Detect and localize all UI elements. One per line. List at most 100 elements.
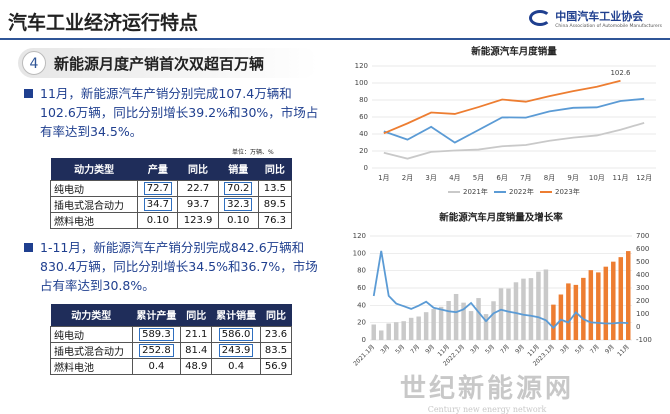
y2-tick-label: -100: [636, 336, 652, 344]
table-header-cell: 动力类型: [50, 158, 138, 180]
header: 汽车工业经济运行特点 中国汽车工业协会 China Association of…: [0, 0, 670, 40]
table-cell: 插电式混合动力: [50, 341, 133, 359]
y2-tick-label: 0: [636, 323, 640, 331]
x-tick-label: 3月: [559, 344, 571, 356]
chart-title: 新能源汽车月度销量及增长率: [439, 212, 563, 224]
table-header-cell: 产量: [137, 158, 178, 180]
table-header-cell: 销量: [218, 158, 259, 180]
cell-text: 23.6: [264, 328, 288, 340]
y-tick-label: 0: [362, 336, 366, 344]
bar: [513, 282, 519, 340]
table-cell: 89.5: [257, 195, 293, 213]
bar: [551, 304, 556, 340]
x-tick-label: 12月: [636, 174, 652, 182]
cell-text: 72.7: [143, 181, 172, 195]
y-tick-label: 80: [357, 267, 366, 275]
y-tick-label: 20: [357, 319, 366, 327]
logo-icon: [529, 10, 552, 26]
table: 动力类型 产量 同比 销量 同比 纯电动 72.7 22.7 70.2 13.5 插电式混合动力 34…: [49, 158, 293, 229]
bar: [461, 302, 466, 340]
x-tick-label: 9月: [604, 344, 616, 356]
bar: [498, 288, 504, 340]
table-cell: 81.4: [180, 341, 213, 359]
table-cell: 纯电动: [49, 179, 139, 197]
y2-tick-label: 500: [636, 258, 649, 266]
table-cell: 0.10: [217, 211, 259, 229]
table-cell: 32.3: [217, 195, 259, 213]
y-tick-label: 80: [359, 96, 368, 104]
section-title: 新能源月度产销首次双超百万辆: [54, 55, 265, 73]
y-tick-label: 60: [357, 284, 366, 292]
table-cell: 燃料电池: [49, 211, 139, 229]
y-tick-label: 40: [357, 301, 366, 309]
table-cell: 83.5: [259, 341, 293, 359]
bar: [408, 317, 414, 340]
x-tick-label: 5月: [473, 174, 484, 182]
bar: [581, 277, 586, 340]
page-title: 汽车工业经济运行特点: [8, 12, 199, 34]
cell-text: 252.8: [139, 343, 174, 357]
legend-label: 2021年: [463, 187, 488, 196]
bar: [588, 270, 594, 340]
table-cell: 56.9: [259, 357, 293, 375]
bar: [506, 288, 511, 340]
x-tick-label: 5月: [574, 344, 586, 356]
bar: [491, 301, 496, 340]
table-header-cell: 累计销量: [211, 304, 261, 326]
x-tick-label: 6月: [496, 174, 507, 182]
y-tick-label: 120: [353, 232, 366, 240]
table-row: 燃料电池 0.4 48.9 0.4 56.9: [50, 357, 293, 375]
cell-text: 32.3: [224, 197, 253, 211]
legend-label: 2023年: [555, 187, 580, 196]
y-tick-label: 120: [355, 62, 368, 70]
table-header-cell: 同比: [180, 304, 212, 326]
line: [383, 122, 645, 160]
x-tick-label: 11月: [616, 344, 631, 359]
bar: [543, 269, 549, 340]
line: [383, 79, 621, 135]
table-cell: 72.7: [137, 179, 179, 197]
table-cell: 243.9: [211, 341, 261, 359]
table-cell: 纯电动: [50, 325, 133, 343]
y2-tick-label: 700: [636, 232, 649, 240]
cell-text: 83.5: [264, 344, 288, 356]
x-tick-label: 7月: [589, 344, 601, 356]
table-cell: 13.5: [257, 179, 293, 197]
cell-text: 48.9: [185, 360, 208, 372]
bar: [431, 309, 436, 340]
table-cell: 48.9: [180, 357, 213, 375]
x-tick-label: 5月: [484, 344, 496, 356]
bar: [603, 266, 609, 340]
x-tick-label: 7月: [409, 344, 421, 356]
cell-text: 586.0: [218, 327, 254, 341]
bar: [566, 283, 571, 340]
bar: [453, 293, 459, 340]
bar: [618, 257, 624, 340]
table-row: 燃料电池 0.10 123.9 0.10 76.3: [49, 211, 293, 229]
x-tick-label: 3月: [469, 344, 481, 356]
table-cell: 22.7: [177, 179, 219, 197]
table-cell: 23.6: [259, 325, 293, 343]
y2-tick-label: 600: [636, 245, 649, 253]
table-cell: 0.10: [137, 211, 179, 229]
cell-text: 插电式混合动力: [54, 346, 124, 358]
logo-en: China Association of Automobile Manufact…: [555, 24, 662, 29]
cell-text: 0.10: [227, 214, 250, 226]
table-cell: 93.7: [177, 195, 219, 213]
bar: [423, 312, 429, 340]
bar: [468, 311, 474, 340]
table: 动力类型 累计产量 同比 累计销量 同比 纯电动 589.3 21.1 586.0 23.6 插电式…: [50, 304, 293, 375]
x-tick-label: 7月: [499, 344, 511, 356]
table-row: 插电式混合动力 252.8 81.4 243.9 83.5: [50, 341, 293, 359]
x-tick-label: 9月: [514, 344, 526, 356]
table-cell: 123.9: [177, 211, 219, 229]
cell-text: 34.7: [143, 197, 172, 211]
bar: [528, 278, 534, 340]
y-tick-label: 20: [359, 147, 368, 155]
bar: [483, 314, 489, 340]
x-tick-label: 9月: [424, 344, 436, 356]
line: [372, 250, 629, 330]
chart: 新能源汽车月度销量及增长率 0 20 40 60 80 100 120 -100 0 100 200 3…: [352, 212, 652, 368]
data-label: 102.6: [610, 69, 631, 77]
